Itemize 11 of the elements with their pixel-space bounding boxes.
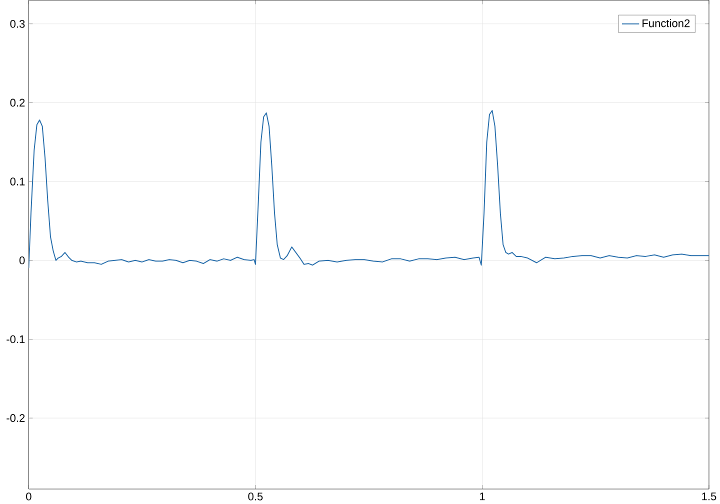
x-tick-label: 0 bbox=[26, 492, 32, 501]
legend-label: Function2 bbox=[642, 19, 690, 28]
y-tick-label: 0.1 bbox=[10, 178, 25, 186]
y-tick-label: 0 bbox=[19, 256, 25, 264]
x-tick-label: 1 bbox=[480, 492, 485, 500]
x-tick-label: 1.5 bbox=[702, 492, 716, 500]
y-tick-label: -0.1 bbox=[6, 335, 25, 344]
x-tick-label: 0.5 bbox=[248, 492, 263, 501]
y-tick-label: 0.2 bbox=[10, 98, 25, 107]
y-tick-label: -0.2 bbox=[6, 414, 25, 422]
y-tick-label: 0.3 bbox=[10, 20, 25, 28]
